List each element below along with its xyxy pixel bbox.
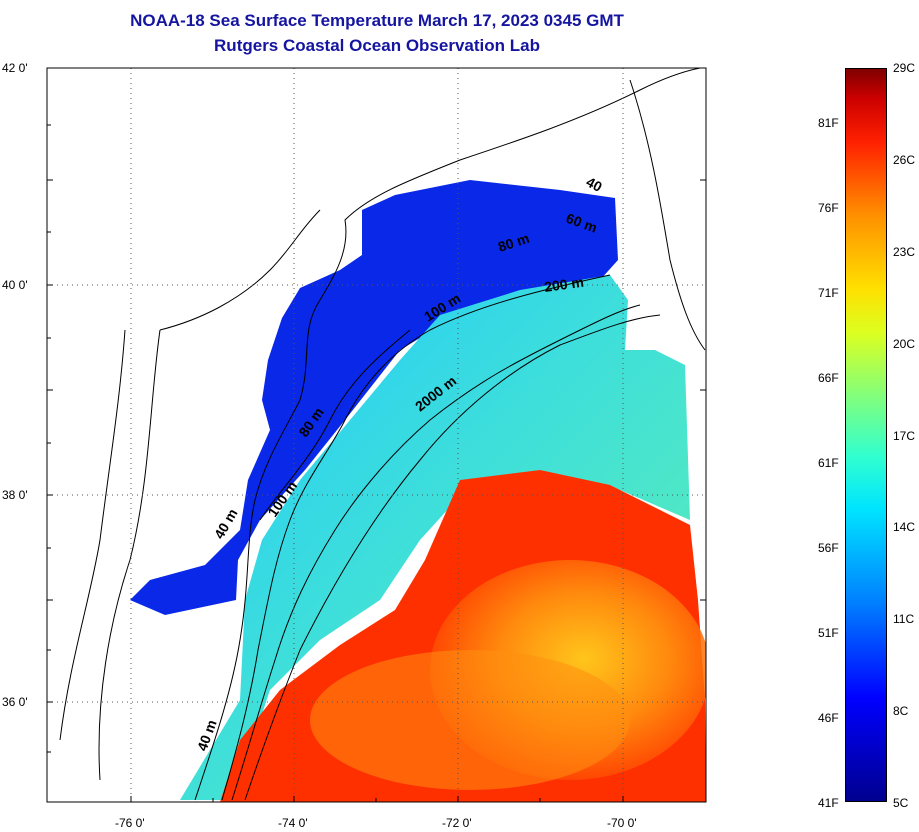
lon-label-74: -74 0' — [278, 816, 308, 830]
lat-label-38: 38 0' — [2, 488, 28, 502]
colorbar-label-5c: 5C — [893, 796, 909, 810]
colorbar-label-66f: 66F — [818, 371, 839, 385]
contour-label-40-north: 40 — [584, 174, 605, 196]
lon-label-76: -76 0' — [115, 816, 145, 830]
colorbar-label-11c: 11C — [893, 612, 915, 626]
lat-label-42: 42 0' — [2, 61, 28, 75]
temperature-colorbar — [845, 68, 887, 802]
lat-label-40: 40 0' — [2, 278, 28, 292]
colorbar-label-61f: 61F — [818, 456, 839, 470]
colorbar-label-71f: 71F — [818, 286, 839, 300]
colorbar-label-41f: 41F — [818, 796, 839, 810]
contour-label-200m: 200 m — [543, 274, 585, 295]
warm-band — [310, 650, 630, 790]
map-subtitle: Rutgers Coastal Ocean Observation Lab — [214, 36, 540, 55]
lon-label-72: -72 0' — [442, 816, 472, 830]
colorbar-label-14c: 14C — [893, 520, 916, 534]
colorbar-label-76f: 76F — [818, 201, 839, 215]
colorbar-label-17c: 17C — [893, 429, 916, 443]
colorbar-label-8c: 8C — [893, 704, 909, 718]
colorbar-label-51f: 51F — [818, 626, 839, 640]
map-title: NOAA-18 Sea Surface Temperature March 17… — [130, 11, 624, 30]
colorbar-label-23c: 23C — [893, 245, 916, 259]
lat-label-36: 36 0' — [2, 695, 28, 709]
colorbar-label-56f: 56F — [818, 541, 839, 555]
lon-label-70: -70 0' — [607, 816, 637, 830]
colorbar-label-20c: 20C — [893, 337, 916, 351]
colorbar-label-81f: 81F — [818, 116, 839, 130]
slope-water — [180, 275, 690, 800]
axis-ticks — [47, 67, 706, 802]
colorbar-label-29c: 29C — [893, 61, 916, 75]
cold-shelf-water — [130, 180, 618, 615]
coastlines — [59, 68, 706, 801]
colorbar-label-46f: 46F — [818, 711, 839, 725]
colorbar-label-26c: 26C — [893, 153, 916, 167]
